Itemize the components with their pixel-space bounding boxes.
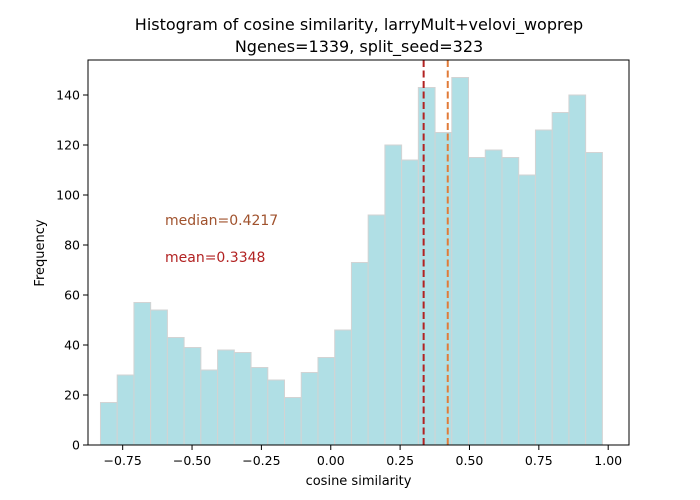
histogram-bars bbox=[99, 77, 603, 446]
x-tick-label: 0.25 bbox=[386, 453, 414, 468]
y-tick-label: 40 bbox=[64, 338, 80, 353]
y-tick-label: 0 bbox=[72, 438, 80, 453]
histogram-bar bbox=[350, 262, 369, 446]
histogram-bar bbox=[551, 112, 570, 446]
y-tick-label: 80 bbox=[64, 238, 80, 253]
y-axis-label: Frequency bbox=[33, 219, 48, 286]
x-axis-label: cosine similarity bbox=[306, 474, 412, 489]
histogram-bar bbox=[99, 402, 118, 446]
x-tick-label: −0.75 bbox=[104, 453, 142, 468]
histogram-bar bbox=[451, 77, 470, 446]
histogram-bar bbox=[250, 367, 269, 446]
histogram-bar bbox=[367, 214, 386, 446]
histogram-bar bbox=[217, 349, 235, 446]
y-tick-label: 60 bbox=[64, 288, 80, 303]
y-tick-label: 20 bbox=[64, 388, 80, 403]
histogram-bar bbox=[233, 352, 252, 446]
histogram-bar bbox=[284, 397, 302, 446]
y-tick-label: 100 bbox=[56, 188, 80, 203]
reference-lines bbox=[422, 60, 449, 445]
x-tick-label: 0.50 bbox=[456, 453, 484, 468]
histogram-bar bbox=[317, 357, 336, 446]
x-tick-label: 0.75 bbox=[525, 453, 553, 468]
histogram-bar bbox=[116, 374, 135, 446]
y-tick-label: 120 bbox=[56, 138, 80, 153]
histogram-bar bbox=[384, 144, 403, 446]
histogram-bar bbox=[534, 129, 553, 446]
x-tick-label: 1.00 bbox=[594, 453, 622, 468]
x-tick-label: −0.25 bbox=[242, 453, 280, 468]
plot-area-frame bbox=[87, 59, 630, 446]
histogram-bar bbox=[484, 149, 503, 446]
histogram-bar bbox=[200, 369, 219, 446]
histogram-bar bbox=[150, 309, 168, 446]
chart-subtitle: Ngenes=1339, split_seed=323 bbox=[235, 37, 483, 57]
y-tick-label: 140 bbox=[56, 88, 80, 103]
x-axis-ticks: −0.75 −0.50 −0.25 0.00 0.25 0.50 0.75 1.00 bbox=[104, 445, 622, 468]
x-tick-label: 0.00 bbox=[317, 453, 345, 468]
histogram-bar bbox=[401, 159, 419, 446]
histogram-bar bbox=[568, 94, 587, 446]
median-annotation: median=0.4217 bbox=[165, 213, 278, 229]
histogram-bar bbox=[417, 87, 436, 446]
histogram-bar bbox=[434, 132, 453, 446]
y-axis-ticks: 0 20 40 60 80 100 120 140 bbox=[56, 88, 88, 453]
x-tick-label: −0.50 bbox=[173, 453, 211, 468]
histogram-bar bbox=[468, 157, 486, 446]
histogram-bar bbox=[133, 302, 152, 446]
histogram-bar bbox=[585, 152, 603, 446]
histogram-bar bbox=[501, 157, 520, 446]
histogram-bar bbox=[300, 372, 319, 446]
histogram-bar bbox=[518, 174, 536, 446]
histogram-bar bbox=[183, 347, 202, 446]
histogram-bar bbox=[267, 379, 286, 446]
chart-title: Histogram of cosine similarity, larryMul… bbox=[135, 15, 583, 35]
histogram-bar bbox=[166, 337, 185, 446]
mean-annotation: mean=0.3348 bbox=[165, 250, 265, 266]
histogram-bar bbox=[334, 329, 352, 446]
